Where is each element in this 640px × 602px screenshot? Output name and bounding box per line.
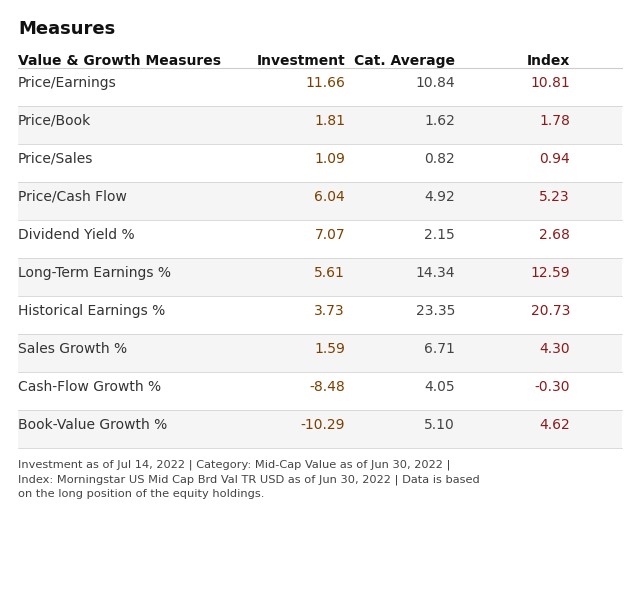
Text: 5.61: 5.61	[314, 266, 345, 280]
Text: Value & Growth Measures: Value & Growth Measures	[18, 54, 221, 68]
Text: 11.66: 11.66	[305, 76, 345, 90]
Text: 1.59: 1.59	[314, 342, 345, 356]
Text: Sales Growth %: Sales Growth %	[18, 342, 127, 356]
Text: Dividend Yield %: Dividend Yield %	[18, 228, 134, 242]
Text: 0.82: 0.82	[424, 152, 455, 166]
Text: Price/Earnings: Price/Earnings	[18, 76, 116, 90]
Text: 20.73: 20.73	[531, 304, 570, 318]
Text: 2.15: 2.15	[424, 228, 455, 242]
FancyBboxPatch shape	[18, 334, 622, 372]
FancyBboxPatch shape	[18, 106, 622, 144]
Text: Historical Earnings %: Historical Earnings %	[18, 304, 165, 318]
Text: 1.81: 1.81	[314, 114, 345, 128]
Text: 5.23: 5.23	[540, 190, 570, 204]
Text: Cash-Flow Growth %: Cash-Flow Growth %	[18, 380, 161, 394]
Text: 3.73: 3.73	[314, 304, 345, 318]
Text: 6.04: 6.04	[314, 190, 345, 204]
Text: Index: Index	[527, 54, 570, 68]
FancyBboxPatch shape	[18, 258, 622, 296]
Text: 23.35: 23.35	[415, 304, 455, 318]
Text: -0.30: -0.30	[534, 380, 570, 394]
Text: 4.92: 4.92	[424, 190, 455, 204]
Text: Cat. Average: Cat. Average	[354, 54, 455, 68]
Text: Investment as of Jul 14, 2022 | Category: Mid-Cap Value as of Jun 30, 2022 |
Ind: Investment as of Jul 14, 2022 | Category…	[18, 460, 480, 499]
Text: 4.62: 4.62	[540, 418, 570, 432]
Text: 2.68: 2.68	[539, 228, 570, 242]
Text: 0.94: 0.94	[540, 152, 570, 166]
Text: Price/Sales: Price/Sales	[18, 152, 93, 166]
Text: 1.62: 1.62	[424, 114, 455, 128]
Text: -8.48: -8.48	[309, 380, 345, 394]
Text: -10.29: -10.29	[301, 418, 345, 432]
Text: 1.78: 1.78	[539, 114, 570, 128]
Text: 10.84: 10.84	[415, 76, 455, 90]
Text: 4.30: 4.30	[540, 342, 570, 356]
Text: 10.81: 10.81	[531, 76, 570, 90]
Text: 4.05: 4.05	[424, 380, 455, 394]
FancyBboxPatch shape	[18, 410, 622, 448]
Text: 1.09: 1.09	[314, 152, 345, 166]
Text: 12.59: 12.59	[531, 266, 570, 280]
Text: Price/Book: Price/Book	[18, 114, 92, 128]
Text: Long-Term Earnings %: Long-Term Earnings %	[18, 266, 171, 280]
Text: 7.07: 7.07	[314, 228, 345, 242]
Text: 5.10: 5.10	[424, 418, 455, 432]
Text: Investment: Investment	[256, 54, 345, 68]
FancyBboxPatch shape	[18, 182, 622, 220]
Text: Price/Cash Flow: Price/Cash Flow	[18, 190, 127, 204]
Text: Measures: Measures	[18, 20, 115, 38]
Text: 6.71: 6.71	[424, 342, 455, 356]
Text: Book-Value Growth %: Book-Value Growth %	[18, 418, 167, 432]
Text: 14.34: 14.34	[415, 266, 455, 280]
